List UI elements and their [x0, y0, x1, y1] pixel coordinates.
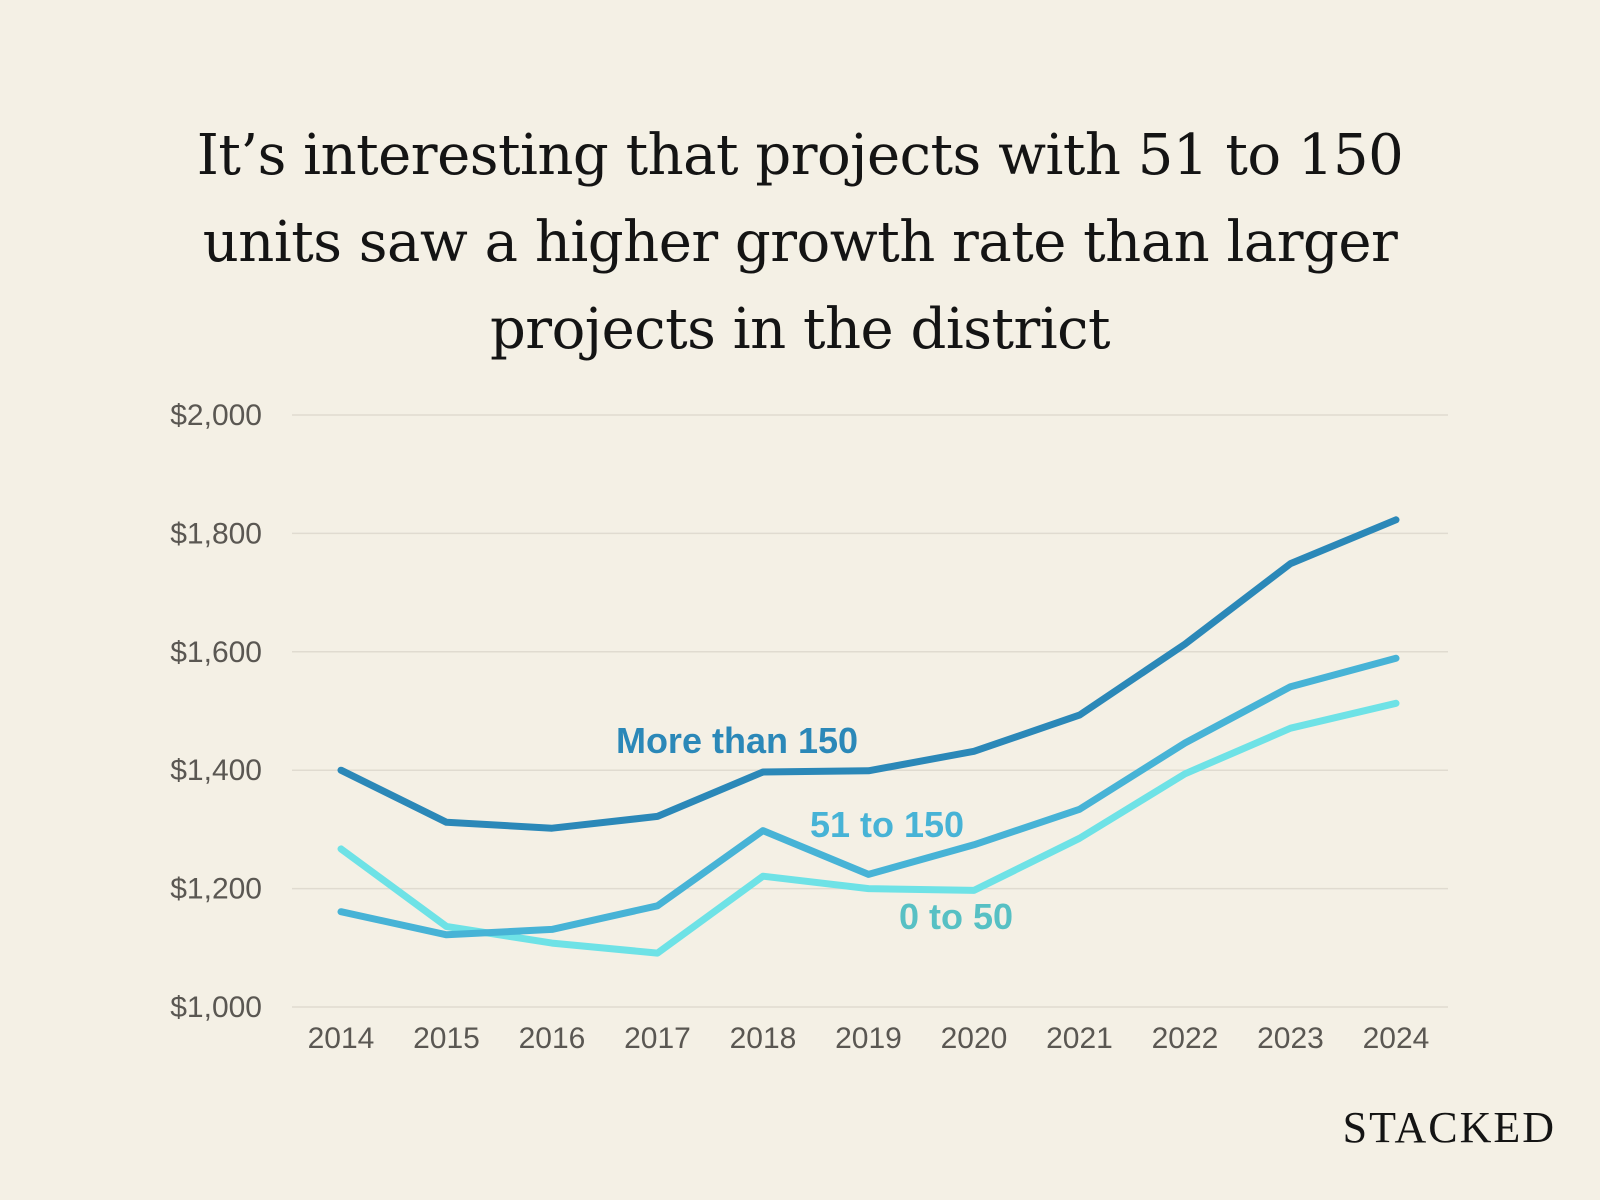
y-tick-label: $1,400 [170, 754, 262, 787]
x-tick-label: 2018 [730, 1022, 797, 1055]
series-label: 51 to 150 [810, 804, 964, 845]
series-lines [337, 516, 1400, 957]
x-tick-label: 2019 [835, 1022, 902, 1055]
grid-lines [292, 414, 1448, 1008]
y-tick-label: $1,200 [170, 873, 262, 906]
series-label: More than 150 [616, 720, 858, 761]
chart-title: It’s interesting that projects with 51 t… [196, 123, 1404, 362]
y-tick-label: $1,800 [170, 517, 262, 550]
x-tick-label: 2020 [941, 1022, 1008, 1055]
y-tick-label: $1,000 [170, 991, 262, 1024]
brand-logo: STACKED [1342, 1103, 1556, 1152]
series-label: 0 to 50 [899, 896, 1013, 937]
series-labels: More than 150 51 to 150 0 to 50 [616, 720, 1013, 937]
x-tick-label: 2015 [413, 1022, 480, 1055]
x-tick-label: 2022 [1152, 1022, 1219, 1055]
series-line-2 [337, 699, 1400, 957]
x-axis-ticks: 2014 2015 2016 2017 2018 2019 2020 2021 2022 2023… [308, 1022, 1430, 1055]
series-line-0 [337, 516, 1400, 832]
x-tick-label: 2017 [624, 1022, 691, 1055]
series-line-1 [337, 654, 1400, 939]
y-tick-label: $2,000 [170, 399, 262, 432]
x-tick-label: 2023 [1257, 1022, 1324, 1055]
x-tick-label: 2014 [308, 1022, 375, 1055]
y-axis-ticks: $1,000 $1,200 $1,400 $1,600 $1,800 $2,000 [170, 399, 262, 1024]
x-tick-label: 2021 [1046, 1022, 1113, 1055]
x-tick-label: 2024 [1363, 1022, 1430, 1055]
x-tick-label: 2016 [519, 1022, 586, 1055]
y-tick-label: $1,600 [170, 636, 262, 669]
